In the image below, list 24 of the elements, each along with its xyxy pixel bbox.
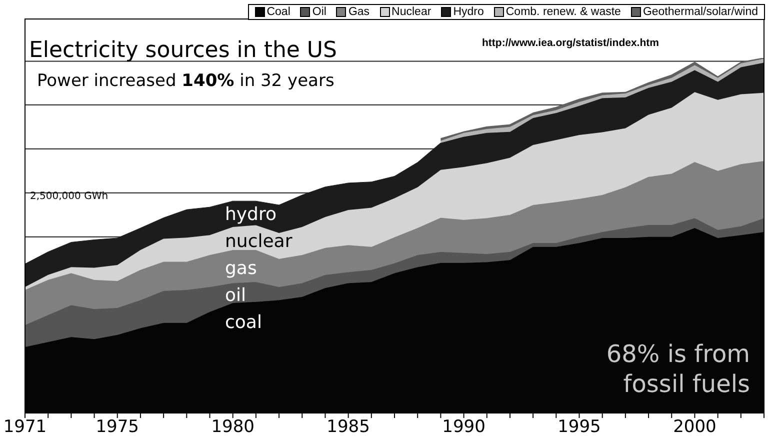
ref-line-label: 2,500,000 GWh bbox=[30, 191, 108, 202]
annotation: 68% is from fossil fuels bbox=[606, 340, 750, 398]
x-tick-label: 1990 bbox=[442, 417, 486, 438]
text: Power increased 140% in 32 years bbox=[37, 71, 334, 91]
legend-label: Hydro bbox=[452, 6, 484, 18]
annotation: gas bbox=[225, 258, 257, 279]
annotation: coal bbox=[225, 312, 262, 333]
legend-label: Comb. renew. & waste bbox=[504, 6, 621, 18]
legend-label: Geothermal/solar/wind bbox=[642, 6, 758, 18]
legend-label: Nuclear bbox=[390, 6, 432, 18]
x-tick-label: 1975 bbox=[96, 417, 140, 438]
text: http://www.iea.org/statist/index.htm bbox=[482, 37, 659, 49]
chart-title: Electricity sources in the US bbox=[29, 38, 337, 63]
x-tick-label: 2000 bbox=[673, 417, 716, 438]
x-tick-label: 1980 bbox=[211, 417, 254, 438]
annotation: oil bbox=[225, 285, 246, 306]
x-tick-label: 1995 bbox=[558, 417, 601, 438]
legend-label: Coal bbox=[266, 6, 290, 18]
legend-label: Oil bbox=[311, 6, 326, 18]
legend-label: Gas bbox=[347, 6, 370, 18]
x-tick-label: 1985 bbox=[326, 417, 370, 438]
annotation: hydro bbox=[225, 204, 277, 225]
x-tick-label: 1971 bbox=[3, 417, 47, 438]
annotation: nuclear bbox=[225, 231, 293, 252]
